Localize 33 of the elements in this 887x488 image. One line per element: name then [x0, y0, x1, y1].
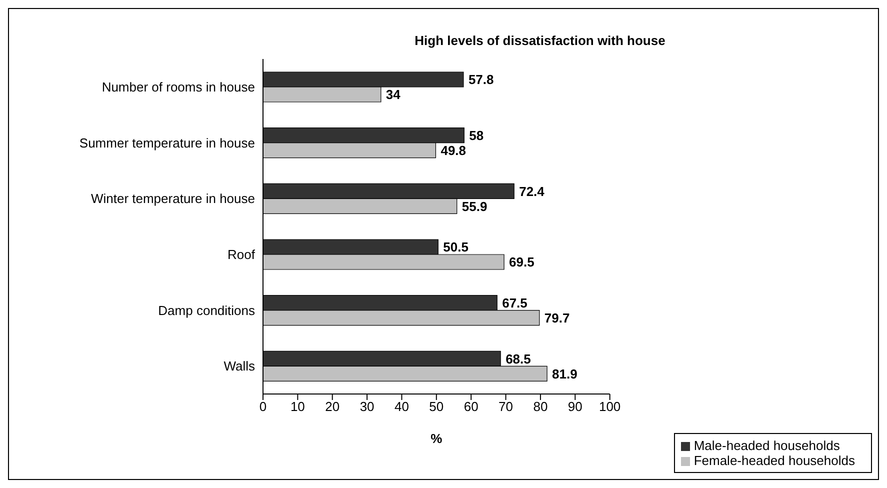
- data-label: 50.5: [443, 240, 468, 255]
- x-axis-title: %: [430, 431, 443, 446]
- data-label: 69.5: [509, 254, 534, 270]
- y-tick-label: Winter temperature in house: [90, 191, 255, 206]
- x-tick-label: 0: [259, 399, 267, 414]
- x-tick-label: 30: [360, 399, 374, 414]
- x-tick-label: 70: [498, 399, 514, 414]
- data-label: 79.7: [544, 310, 570, 326]
- chart-title: High levels of dissatisfaction with house: [414, 33, 666, 48]
- data-label: 58: [469, 128, 484, 143]
- data-label: 67.5: [502, 295, 528, 310]
- legend-label: Female-headed households: [694, 453, 855, 468]
- y-tick-label: Number of rooms in house: [102, 80, 255, 95]
- x-tick-label: 20: [325, 399, 340, 414]
- data-label: 34: [386, 87, 402, 102]
- x-tick-label: 100: [598, 399, 621, 414]
- y-tick-label: Walls: [224, 358, 256, 374]
- data-label: 68.5: [506, 351, 531, 366]
- y-tick-label: Roof: [228, 247, 256, 262]
- data-label: 49.8: [440, 142, 466, 158]
- x-tick-label: 90: [568, 399, 582, 414]
- data-label: 57.8: [468, 72, 494, 88]
- data-label: 72.4: [519, 184, 546, 199]
- legend-label: Male-headed households: [694, 438, 840, 453]
- x-tick-label: 80: [533, 399, 548, 414]
- x-tick-label: 60: [464, 399, 478, 414]
- y-tick-label: Damp conditions: [158, 302, 256, 318]
- y-tick-label: Summer temperature in house: [79, 135, 255, 150]
- data-label: 55.9: [462, 198, 488, 214]
- data-label: 81.9: [552, 366, 578, 382]
- x-tick-label: 50: [429, 399, 444, 414]
- x-tick-label: 10: [290, 399, 305, 414]
- x-tick-label: 40: [394, 399, 409, 414]
